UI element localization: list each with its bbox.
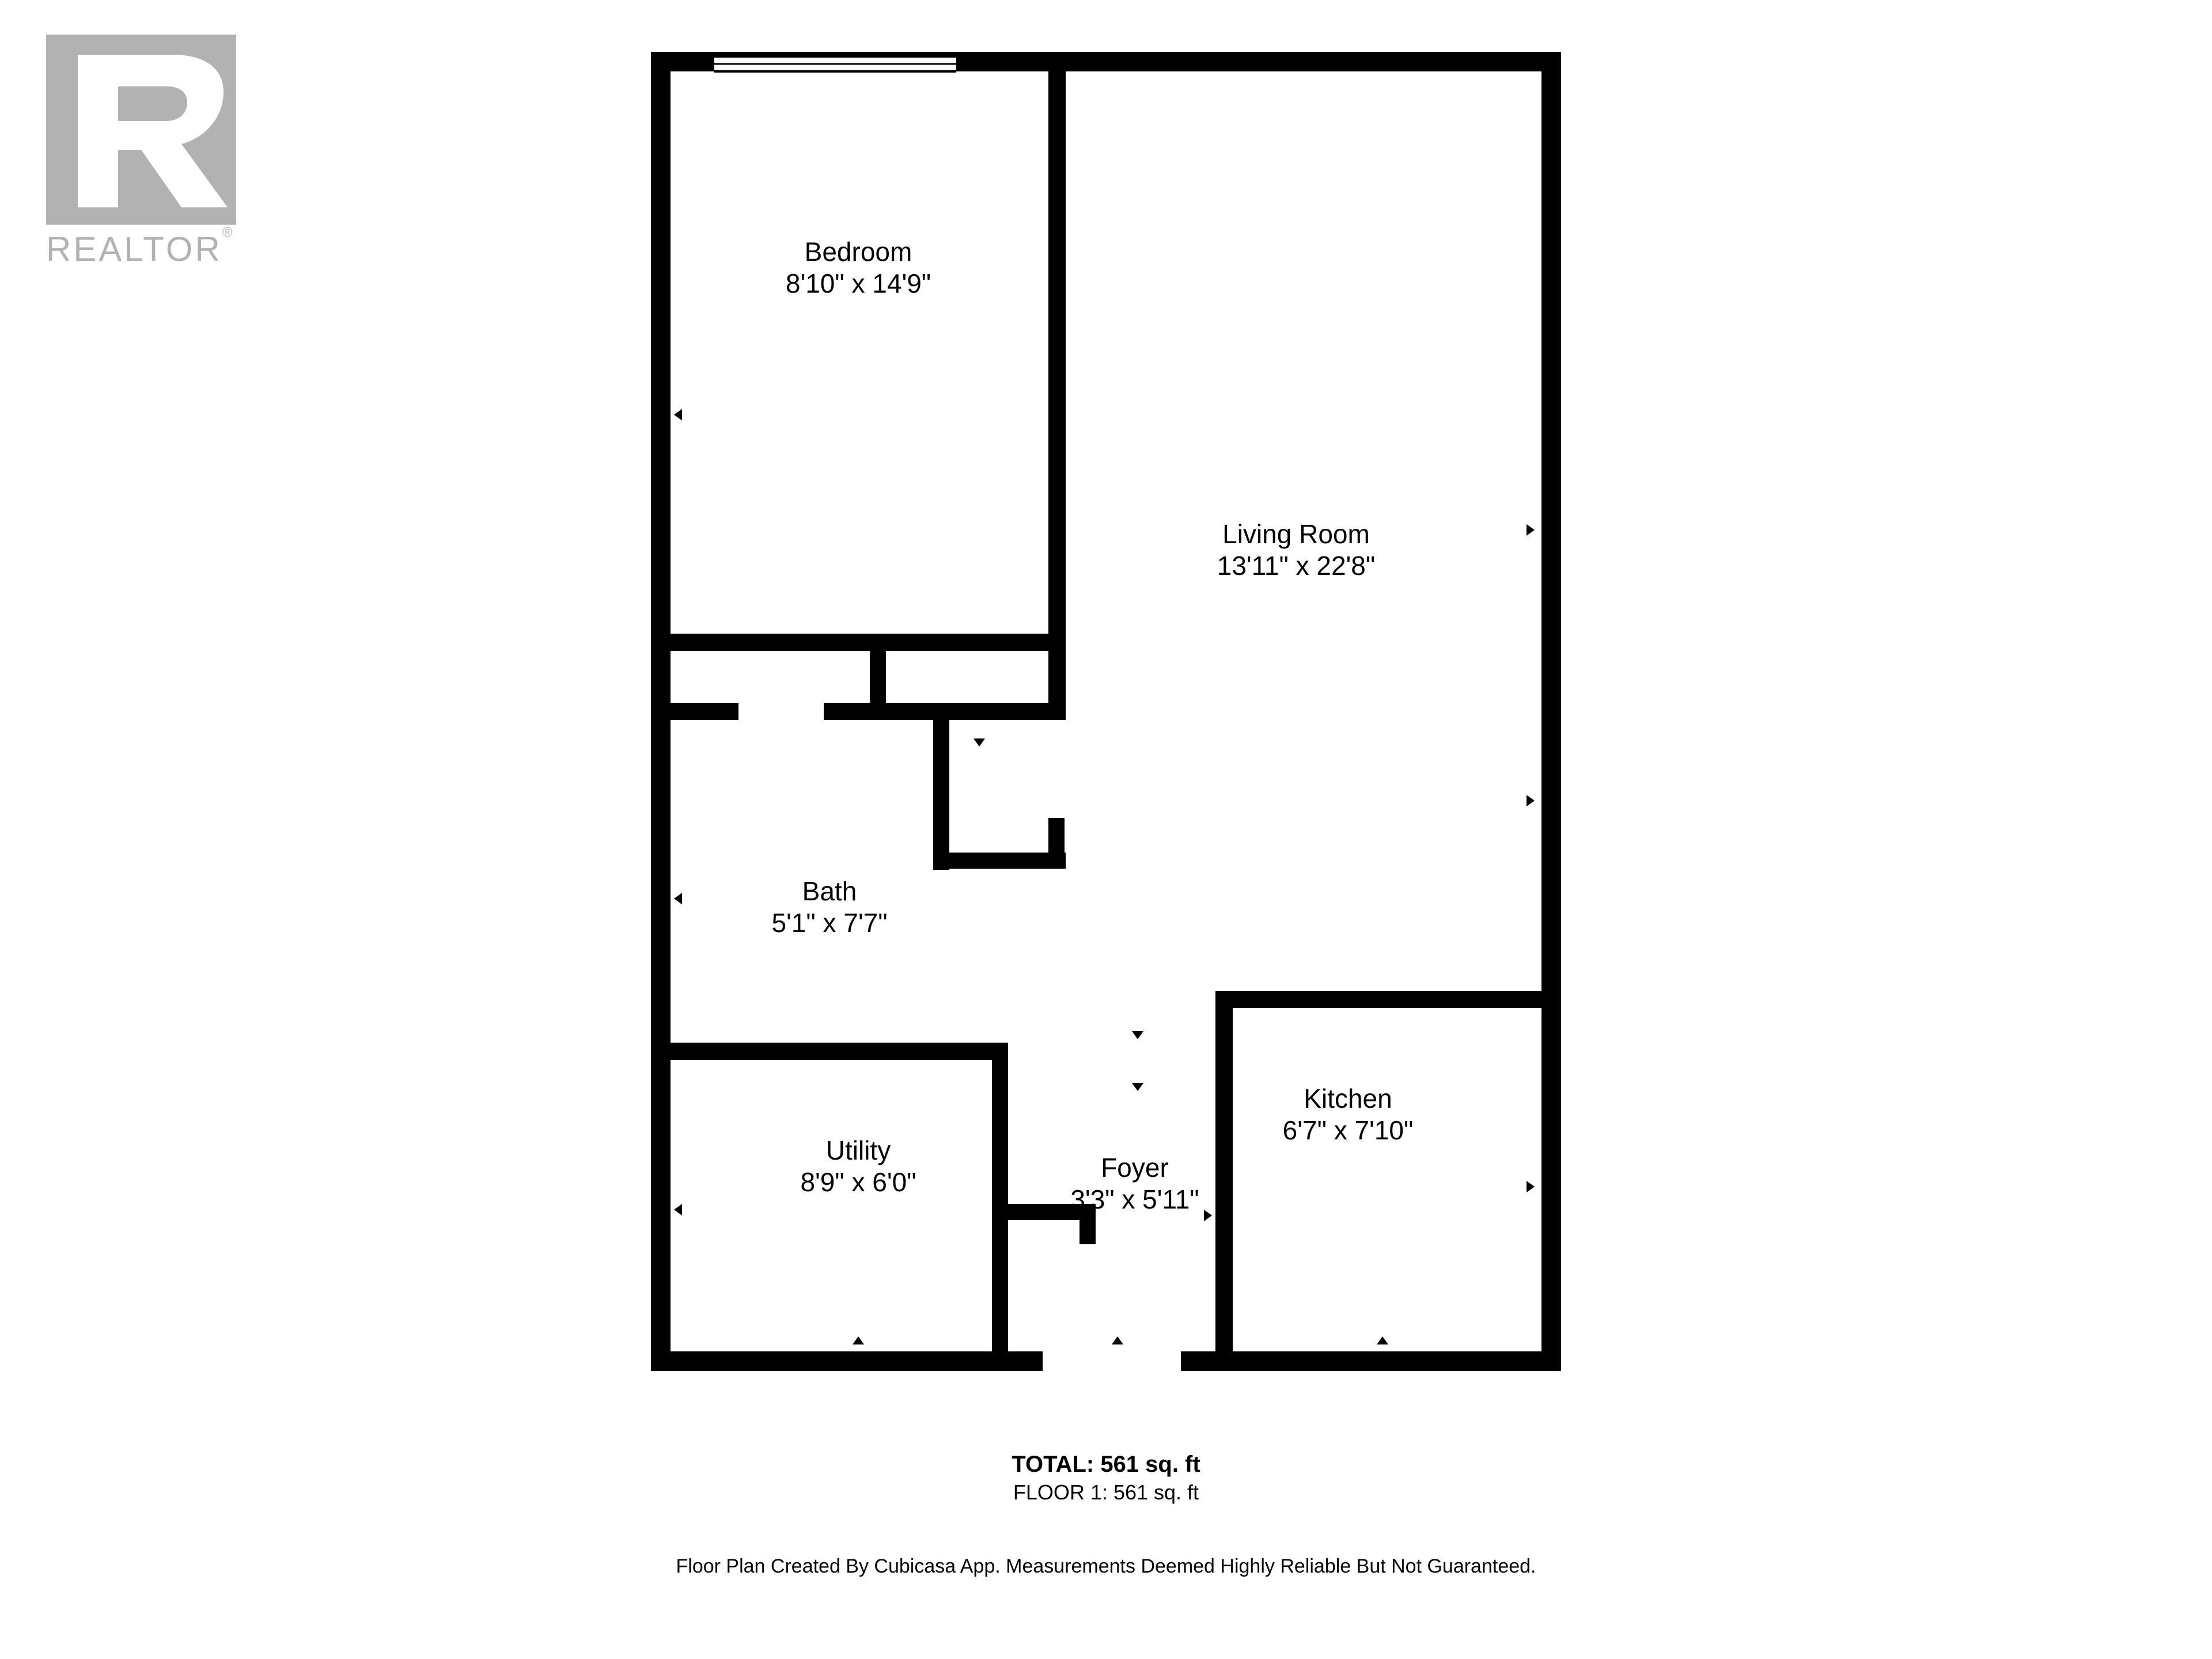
wall [933, 853, 1066, 869]
wall [1215, 1351, 1561, 1371]
wall [664, 1043, 1008, 1060]
door-swing-arrow-icon [1132, 1083, 1143, 1091]
room-label: Utility8'9" x 6'0" [714, 1135, 1002, 1198]
room-label: Living Room13'11" x 22'8" [1152, 518, 1440, 582]
room-name: Foyer [991, 1152, 1279, 1184]
wall [1215, 991, 1560, 1008]
wall [870, 634, 886, 720]
room-label: Foyer3'3" x 5'11" [991, 1152, 1279, 1215]
door-swing-arrow-icon [674, 893, 682, 904]
wall [1048, 818, 1065, 869]
realtor-wordmark: REALTOR [46, 230, 222, 268]
realtor-r-icon [46, 35, 236, 225]
wall [1048, 52, 1066, 720]
room-name: Kitchen [1204, 1083, 1492, 1115]
wall [651, 1351, 1008, 1371]
wall [824, 703, 1066, 720]
room-label: Bath5'1" x 7'7" [685, 876, 974, 939]
total-label: TOTAL: [1012, 1452, 1094, 1477]
door-swing-arrow-icon [974, 738, 985, 747]
door-swing-arrow-icon [1527, 524, 1535, 536]
total-value: 561 sq. ft [1100, 1452, 1200, 1477]
wall [1541, 52, 1561, 1371]
realtor-logo: REALTOR® [46, 35, 236, 269]
room-name: Utility [714, 1135, 1002, 1166]
room-dimensions: 3'3" x 5'11" [991, 1184, 1279, 1215]
wall [933, 720, 949, 870]
footer-total: TOTAL: 561 sq. ft [0, 1452, 2212, 1478]
room-name: Living Room [1152, 518, 1440, 550]
room-name: Bath [685, 876, 974, 907]
room-label: Bedroom8'10" x 14'9" [714, 236, 1002, 300]
wall [664, 634, 1066, 651]
room-dimensions: 6'7" x 7'10" [1204, 1115, 1492, 1146]
wall [664, 703, 738, 720]
door-swing-arrow-icon [1377, 1336, 1388, 1344]
room-dimensions: 5'1" x 7'7" [685, 907, 974, 939]
floor-line: FLOOR 1: 561 sq. ft [1013, 1480, 1199, 1504]
door-swing-arrow-icon [1527, 795, 1535, 806]
window [714, 55, 956, 73]
door-swing-arrow-icon [1132, 1031, 1143, 1039]
wall [1008, 1351, 1043, 1371]
footer-disclaimer: Floor Plan Created By Cubicasa App. Meas… [0, 1555, 2212, 1578]
room-name: Bedroom [714, 236, 1002, 268]
disclaimer-text: Floor Plan Created By Cubicasa App. Meas… [676, 1555, 1536, 1577]
room-dimensions: 8'9" x 6'0" [714, 1166, 1002, 1198]
registered-icon: ® [222, 225, 235, 240]
room-label: Kitchen6'7" x 7'10" [1204, 1083, 1492, 1146]
footer-floor: FLOOR 1: 561 sq. ft [0, 1480, 2212, 1505]
door-swing-arrow-icon [674, 1204, 682, 1215]
room-dimensions: 8'10" x 14'9" [714, 268, 1002, 300]
door-swing-arrow-icon [1527, 1181, 1535, 1192]
room-dimensions: 13'11" x 22'8" [1152, 550, 1440, 582]
door-swing-arrow-icon [1112, 1336, 1123, 1344]
realtor-logo-mark [46, 35, 236, 225]
floorplan: Bedroom8'10" x 14'9" Living Room13'11" x … [651, 52, 1561, 1371]
door-swing-arrow-icon [853, 1336, 864, 1344]
realtor-logo-text: REALTOR® [46, 229, 236, 269]
door-swing-arrow-icon [674, 409, 682, 421]
wall [1181, 1351, 1215, 1371]
